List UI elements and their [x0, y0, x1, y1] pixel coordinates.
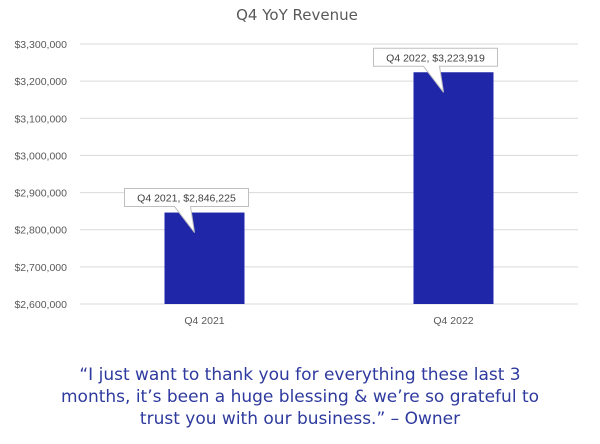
data-label-text: Q4 2021, $2,846,225	[137, 193, 236, 205]
quote-line-3: trust you with our business.” – Owner	[139, 409, 461, 429]
x-axis: Q4 2021 Q4 2022	[184, 315, 473, 327]
y-tick-label: $2,900,000	[14, 188, 67, 200]
bar	[164, 212, 245, 304]
y-tick-label: $3,300,000	[14, 39, 67, 51]
y-tick-label: $2,800,000	[14, 225, 67, 237]
x-tick-label: Q4 2021	[184, 315, 224, 327]
y-tick-label: $3,200,000	[14, 76, 67, 88]
x-tick-label: Q4 2022	[433, 315, 473, 327]
y-tick-label: $3,000,000	[14, 150, 67, 162]
bar	[413, 72, 494, 304]
y-axis: $2,600,000 $2,700,000 $2,800,000 $2,900,000…	[14, 39, 67, 311]
chart-title: Q4 YoY Revenue	[236, 6, 358, 24]
revenue-chart: Q4 YoY Revenue $2,600,000 $2,700,000 $2,80…	[14, 6, 578, 327]
y-tick-label: $2,700,000	[14, 262, 67, 274]
quote-line-1: “I just want to thank you for everything…	[79, 365, 521, 385]
bars	[164, 72, 494, 304]
y-tick-label: $2,600,000	[14, 299, 67, 311]
data-label-text: Q4 2022, $3,223,919	[386, 52, 485, 64]
data-label-callout	[373, 47, 498, 93]
y-tick-label: $3,100,000	[14, 113, 67, 125]
data-label: Q4 2021, $2,846,225	[124, 188, 249, 233]
data-label-callout	[124, 188, 249, 233]
data-labels: Q4 2021, $2,846,225 Q4 2022, $3,223,919	[124, 47, 498, 233]
quote-line-2: months, it’s been a huge blessing & we’r…	[60, 387, 540, 407]
data-label: Q4 2022, $3,223,919	[373, 47, 498, 93]
testimonial-quote: “I just want to thank you for everything…	[30, 364, 570, 430]
gridlines	[80, 43, 578, 305]
